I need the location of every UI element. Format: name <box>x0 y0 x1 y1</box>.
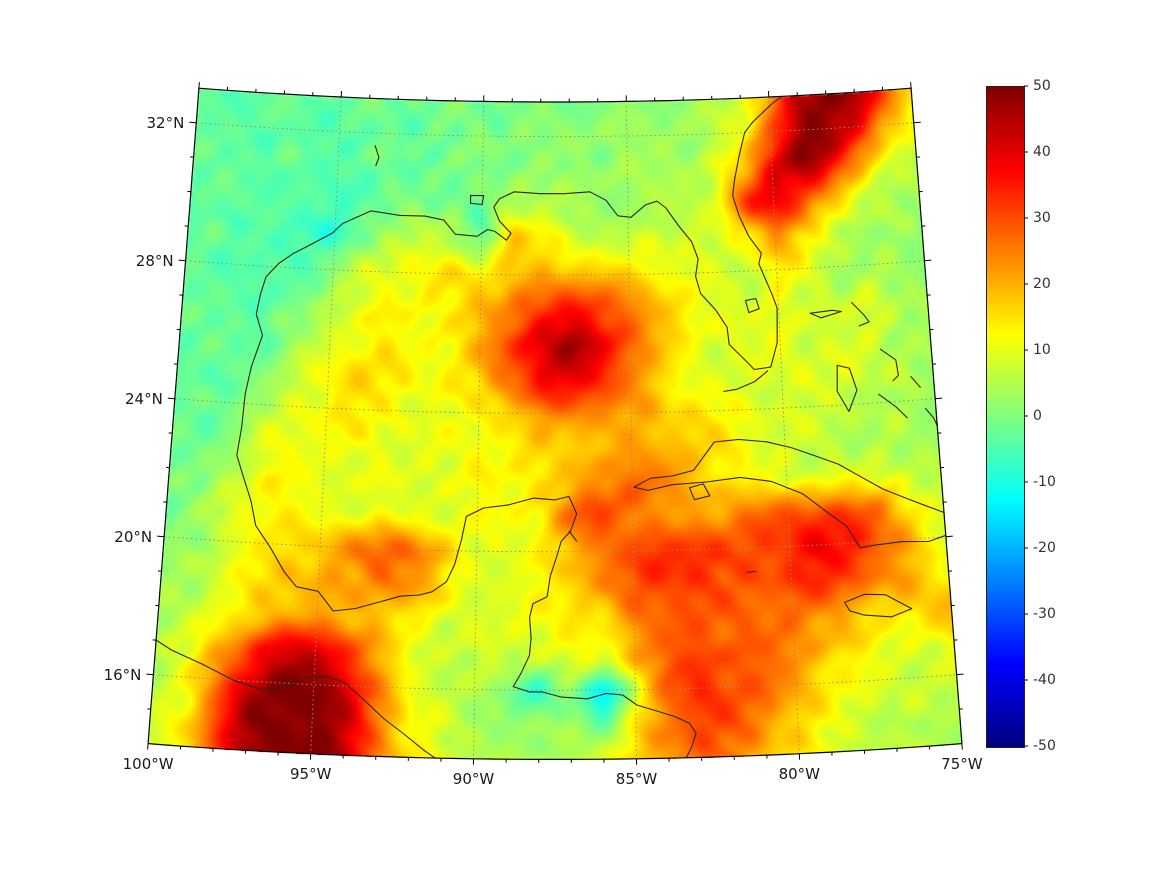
colorbar-gradient <box>986 86 1025 748</box>
